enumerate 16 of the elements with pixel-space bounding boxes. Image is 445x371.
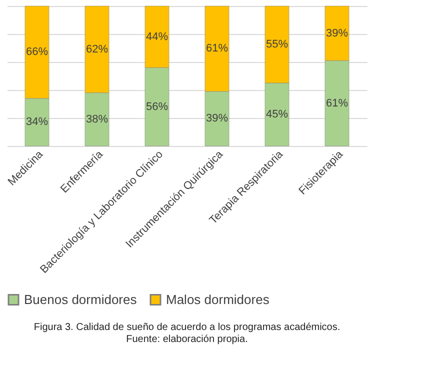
data-label: 66% [26, 46, 48, 58]
data-label: 61% [206, 42, 228, 55]
data-label: 61% [326, 97, 348, 110]
data-label: 62% [86, 43, 108, 56]
data-label: 56% [146, 100, 168, 113]
source-note: Fuente: elaboración propia. [126, 334, 248, 345]
data-label: 38% [86, 113, 108, 126]
data-label: 44% [146, 30, 168, 43]
legend-label: Malos dormidores [166, 292, 270, 307]
data-label: 39% [326, 27, 348, 40]
legend-label: Buenos dormidores [24, 292, 138, 307]
text: Figura 3. Calidad de sueño de acuerdo a los programas académicos. [34, 322, 340, 333]
data-label: 45% [266, 108, 288, 120]
data-label: 55% [266, 38, 288, 50]
data-label: 39% [206, 112, 228, 125]
data-label: 34% [26, 116, 48, 128]
